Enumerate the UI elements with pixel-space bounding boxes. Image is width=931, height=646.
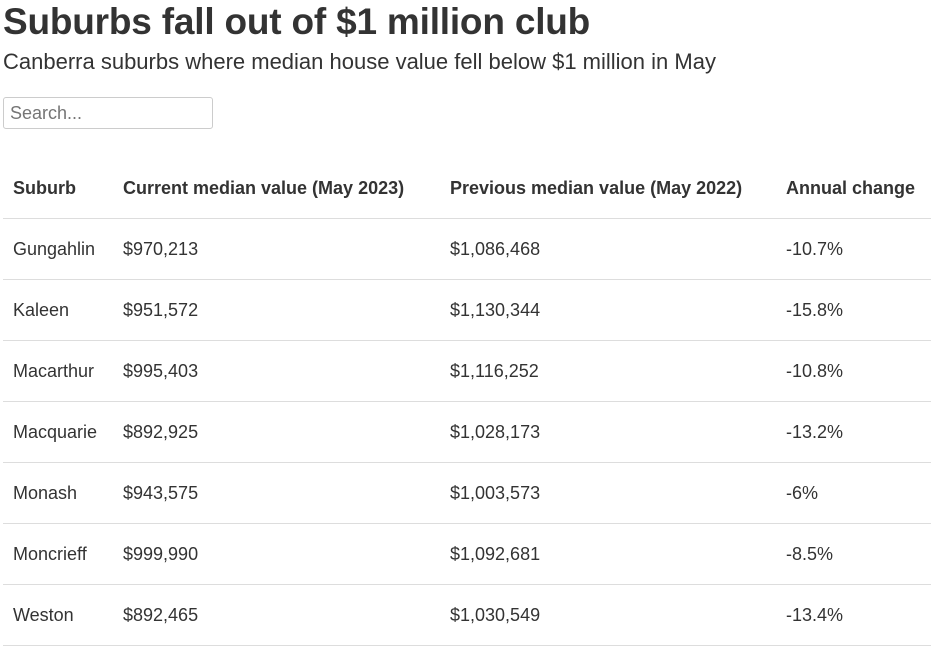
search-input[interactable] bbox=[3, 97, 213, 129]
table-row: Weston $892,465 $1,030,549 -13.4% bbox=[3, 584, 931, 646]
table-row: Kaleen $951,572 $1,130,344 -15.8% bbox=[3, 279, 931, 341]
page-title: Suburbs fall out of $1 million club bbox=[3, 1, 591, 42]
cell-suburb: Gungahlin bbox=[3, 218, 113, 280]
table-row: Macarthur $995,403 $1,116,252 -10.8% bbox=[3, 340, 931, 402]
cell-suburb: Weston bbox=[3, 584, 113, 646]
table-row: Moncrieff $999,990 $1,092,681 -8.5% bbox=[3, 523, 931, 585]
column-header-current-value[interactable]: Current median value (May 2023) bbox=[113, 158, 440, 219]
cell-current-value: $892,465 bbox=[113, 584, 440, 646]
column-header-annual-change[interactable]: Annual change bbox=[776, 158, 931, 219]
cell-suburb: Monash bbox=[3, 462, 113, 524]
table-row: Monash $943,575 $1,003,573 -6% bbox=[3, 462, 931, 524]
cell-previous-value: $1,028,173 bbox=[440, 401, 776, 463]
cell-annual-change: -13.4% bbox=[776, 584, 931, 646]
cell-current-value: $892,925 bbox=[113, 401, 440, 463]
table-row: Gungahlin $970,213 $1,086,468 -10.7% bbox=[3, 218, 931, 280]
column-header-suburb[interactable]: Suburb bbox=[3, 158, 113, 219]
cell-current-value: $995,403 bbox=[113, 340, 440, 402]
cell-previous-value: $1,130,344 bbox=[440, 279, 776, 341]
cell-current-value: $951,572 bbox=[113, 279, 440, 341]
cell-suburb: Macquarie bbox=[3, 401, 113, 463]
column-header-previous-value[interactable]: Previous median value (May 2022) bbox=[440, 158, 776, 219]
table-header-row: Suburb Current median value (May 2023) P… bbox=[3, 158, 931, 219]
cell-annual-change: -10.8% bbox=[776, 340, 931, 402]
cell-previous-value: $1,092,681 bbox=[440, 523, 776, 585]
cell-suburb: Kaleen bbox=[3, 279, 113, 341]
table-row: Macquarie $892,925 $1,028,173 -13.2% bbox=[3, 401, 931, 463]
cell-previous-value: $1,086,468 bbox=[440, 218, 776, 280]
cell-suburb: Macarthur bbox=[3, 340, 113, 402]
cell-current-value: $943,575 bbox=[113, 462, 440, 524]
suburbs-table: Suburb Current median value (May 2023) P… bbox=[3, 158, 931, 646]
cell-previous-value: $1,030,549 bbox=[440, 584, 776, 646]
cell-previous-value: $1,116,252 bbox=[440, 340, 776, 402]
cell-current-value: $999,990 bbox=[113, 523, 440, 585]
cell-annual-change: -10.7% bbox=[776, 218, 931, 280]
cell-annual-change: -6% bbox=[776, 462, 931, 524]
cell-annual-change: -8.5% bbox=[776, 523, 931, 585]
cell-annual-change: -15.8% bbox=[776, 279, 931, 341]
cell-annual-change: -13.2% bbox=[776, 401, 931, 463]
page-subtitle: Canberra suburbs where median house valu… bbox=[3, 49, 716, 74]
cell-previous-value: $1,003,573 bbox=[440, 462, 776, 524]
cell-suburb: Moncrieff bbox=[3, 523, 113, 585]
cell-current-value: $970,213 bbox=[113, 218, 440, 280]
